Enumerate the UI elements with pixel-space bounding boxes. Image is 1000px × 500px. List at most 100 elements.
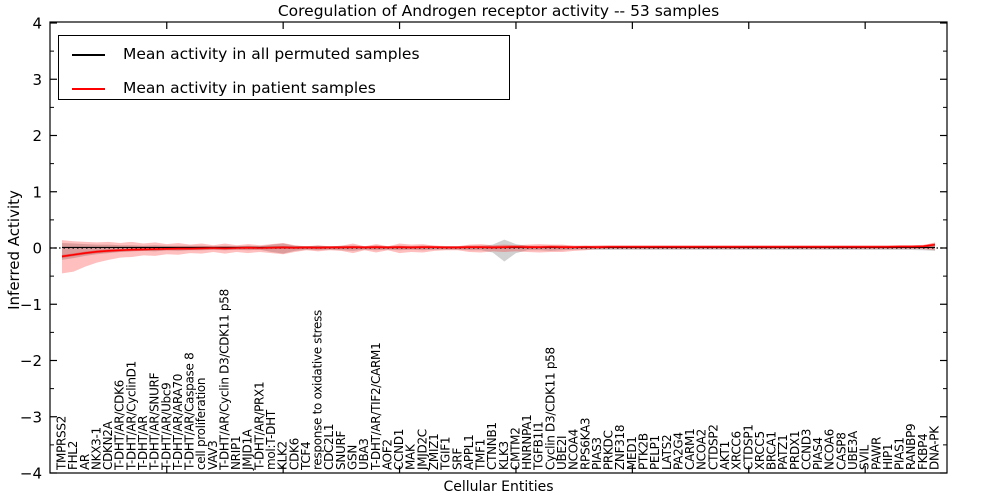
x-tick-label: CMTM2: [508, 427, 522, 470]
x-tick-label: PA2G4: [671, 432, 685, 470]
x-tick-label: SRF: [450, 448, 464, 470]
x-tick-label: HNRNPA1: [520, 414, 534, 470]
patient-mean-line: [61, 243, 936, 258]
x-tick-label: CTDSP1: [741, 424, 755, 470]
x-tick-label: FKBP4: [916, 434, 930, 470]
x-tick-label: XRCC6: [730, 431, 744, 470]
x-tick-label: CARM1: [683, 429, 697, 470]
x-tick-label: CTNNB1: [485, 422, 499, 470]
y-tick-label: −4: [20, 465, 42, 483]
x-tick-label: AKT1: [718, 441, 732, 470]
x-tick-label: PELP1: [648, 435, 662, 470]
x-tick-label: T-DHT/AR/CDK6: [113, 380, 127, 471]
x-tick-label: T-DHT/AR/ARA70: [171, 374, 185, 471]
x-tick-label: response to oxidative stress: [311, 310, 325, 470]
x-tick-label: CASP8: [834, 432, 848, 470]
x-tick-label: KLK3: [497, 441, 511, 470]
y-tick-label: 4: [32, 15, 42, 33]
x-tick-label: T-DHT/AR/SNURF: [148, 372, 162, 471]
x-tick-label: CDC2L1: [322, 424, 336, 470]
x-tick-label: PTK2B: [637, 433, 651, 470]
x-tick-label: JMJD2C: [415, 429, 429, 471]
x-tick-label: T-DHT/AR: [136, 416, 150, 471]
y-tick-label: 2: [32, 127, 42, 145]
x-tick-label: TMF1: [474, 439, 488, 471]
x-tick-label: CTDSP2: [706, 424, 720, 470]
x-tick-label: MED1: [625, 436, 639, 470]
x-tick-label: PIAS3: [590, 437, 604, 470]
x-tick-label: T-DHT/AR/Cyclin D3/CDK11 p58: [217, 289, 231, 471]
y-tick-label: 1: [32, 183, 42, 201]
x-tick-label: KLK2: [276, 441, 290, 470]
x-tick-label: Cyclin D3/CDK11 p58: [543, 347, 557, 470]
x-tick-label: NCOA4: [567, 429, 581, 470]
x-tick-label: SVIL: [858, 445, 872, 470]
x-tick-label: RPS6KA3: [578, 418, 592, 470]
x-tick-label: NCOA2: [695, 429, 709, 470]
x-tick-label: CDKN2A: [101, 420, 115, 470]
x-tick-label: ZNF318: [613, 425, 627, 470]
permuted-line-swatch: [72, 53, 105, 56]
x-tick-label: DNA-PK: [928, 425, 942, 470]
x-tick-label: T-DHT/AR/PRX1: [252, 382, 266, 471]
x-tick-label: NRIP1: [229, 436, 243, 470]
y-tick-label: −3: [20, 408, 42, 426]
x-tick-label: T-DHT/AR/Ubc9: [159, 382, 173, 471]
x-tick-label: MAK: [404, 443, 418, 470]
x-tick-label: CCND3: [799, 429, 813, 470]
x-tick-label: SNURF: [334, 430, 348, 470]
y-tick-label: 0: [32, 240, 42, 258]
x-tick-label: PIAS4: [811, 437, 825, 470]
permuted-samples-std-band: [62, 239, 935, 262]
x-tick-label: LATS2: [660, 435, 674, 470]
x-tick-label: VAV3: [206, 440, 220, 470]
x-tick-label: PAWR: [869, 437, 883, 470]
x-tick-label: PRDX1: [788, 431, 802, 470]
x-tick-label: PATZ1: [776, 435, 790, 470]
y-axis-label-wrap: Inferred Activity: [0, 0, 28, 500]
x-axis-label: Cellular Entities: [443, 479, 554, 495]
x-tick-label: BRCA1: [765, 431, 779, 470]
x-tick-label: T-DHT/AR/CyclinD1: [124, 361, 138, 471]
x-tick-label: HIP1: [881, 444, 895, 470]
chart-title: Coregulation of Androgen receptor activi…: [277, 2, 720, 20]
y-tick-label: 3: [32, 71, 42, 89]
x-tick-label: PRKDC: [602, 430, 616, 470]
y-tick-label: −2: [20, 352, 42, 370]
x-tick-label: PIAS1: [893, 437, 907, 470]
x-tick-label: TMPRSS2: [55, 416, 69, 471]
legend-label-permuted: Mean activity in all permuted samples: [123, 45, 420, 63]
x-tick-label: TGIF1: [439, 437, 453, 471]
x-tick-label: AOF2: [380, 439, 394, 470]
x-tick-label: mol:T-DHT: [264, 409, 278, 470]
x-tick-label: UBE2I: [555, 436, 569, 470]
x-tick-label: FHL2: [66, 441, 80, 470]
patient-line-swatch: [72, 87, 105, 90]
x-tick-label: RANBP9: [904, 424, 918, 470]
x-tick-label: TCF4: [299, 442, 313, 471]
x-tick-label: NKX3-1: [89, 427, 103, 470]
x-tick-label: UBA3: [357, 438, 371, 470]
x-tick-label: CDK6: [287, 438, 301, 470]
x-tick-label: cell proliferation: [194, 378, 208, 470]
y-tick-label: −1: [20, 296, 42, 314]
legend-label-patient: Mean activity in patient samples: [123, 79, 376, 97]
x-tick-label: APPL1: [462, 434, 476, 470]
legend-item-permuted: Mean activity in all permuted samples: [72, 45, 509, 64]
x-tick-label: CCND1: [392, 429, 406, 470]
x-tick-label: T-DHT/AR/TIF2/CARM1: [369, 343, 383, 471]
x-tick-label: GSN: [346, 445, 360, 470]
y-axis-label: Inferred Activity: [5, 190, 24, 310]
x-tick-label: XRCC5: [753, 431, 767, 470]
legend-item-patient: Mean activity in patient samples: [72, 79, 509, 98]
x-tick-label: NCOA6: [823, 429, 837, 470]
x-tick-label: TGFB1I1: [532, 422, 546, 471]
x-tick-label: AR: [78, 454, 92, 470]
x-tick-label: UBE3A: [846, 430, 860, 470]
x-tick-label: JMJD1A: [241, 428, 255, 471]
x-tick-label: T-DHT/AR/Caspase 8: [183, 353, 197, 471]
legend: Mean activity in all permuted samples Me…: [58, 35, 510, 100]
x-tick-label: ZMIZ1: [427, 434, 441, 470]
